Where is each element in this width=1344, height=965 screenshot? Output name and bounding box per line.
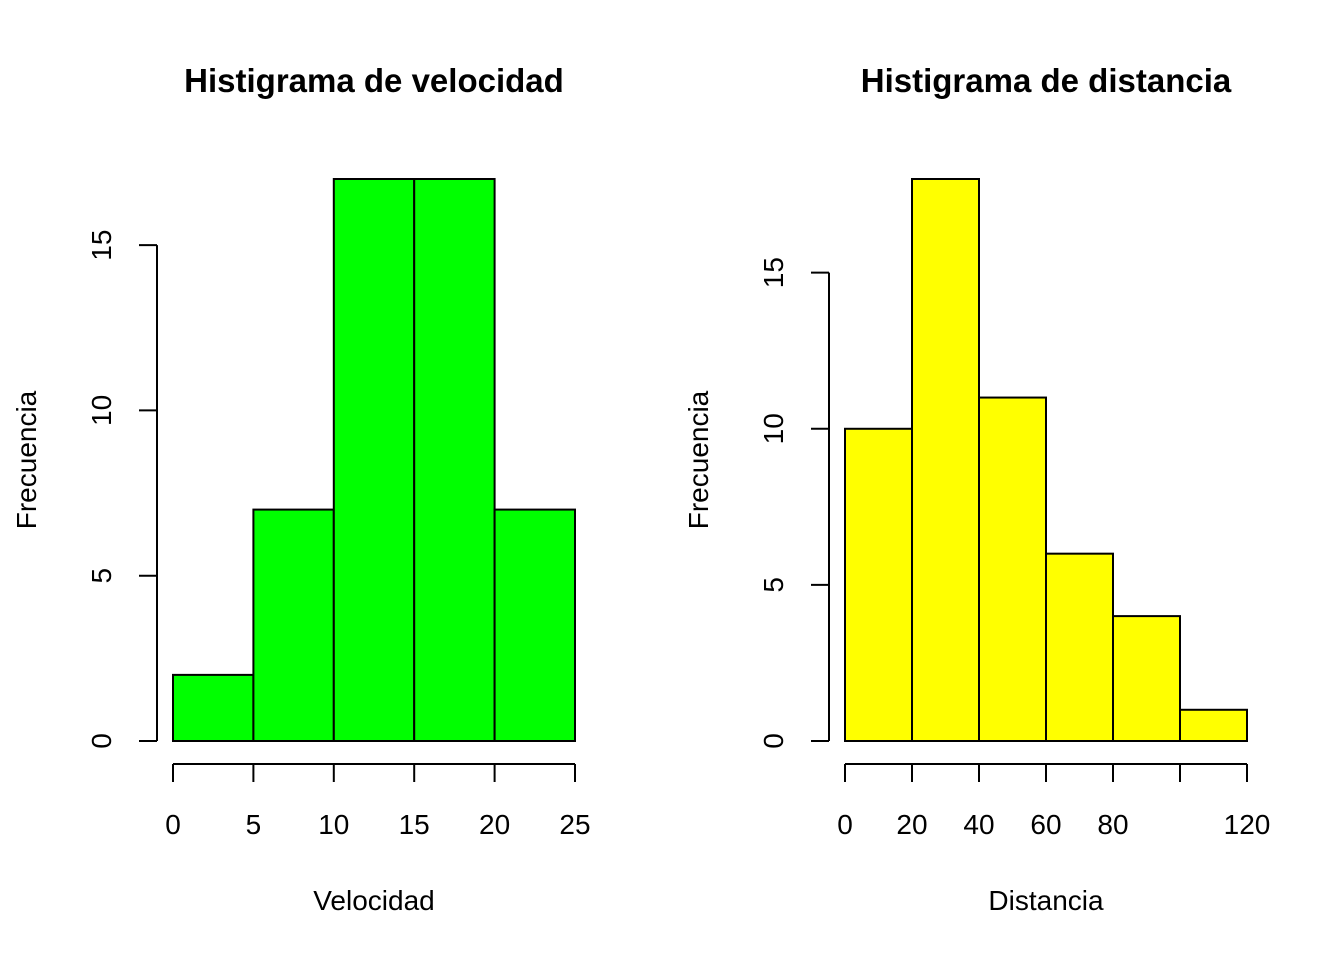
panel-velocidad: Histigrama de velocidad Velocidad Frecue… [11, 62, 591, 916]
histogram-bar [1179, 708, 1248, 742]
chart-title: Histigrama de velocidad [184, 62, 564, 99]
histogram-bar [493, 508, 577, 742]
x-tick-label: 80 [1097, 809, 1128, 840]
histogram-bar [1045, 552, 1114, 743]
x-tick-label: 20 [896, 809, 927, 840]
histogram-bar [252, 508, 335, 742]
x-tick-label: 10 [318, 809, 349, 840]
x-tick-label: 40 [963, 809, 994, 840]
y-axis-label: Frecuencia [11, 390, 42, 529]
x-tick-label: 20 [479, 809, 510, 840]
x-tick-label: 5 [246, 809, 262, 840]
y-axis: 0 5 10 15 [86, 230, 158, 749]
x-tick-label: 25 [559, 809, 590, 840]
chart-title: Histigrama de distancia [861, 62, 1232, 99]
histogram-bar [332, 178, 416, 742]
panel-distancia: Histigrama de distancia Distancia Frecue… [683, 62, 1270, 916]
y-tick-label: 0 [86, 733, 117, 749]
x-tick-label: 120 [1224, 809, 1271, 840]
y-axis: 0 5 10 15 [758, 257, 830, 749]
x-axis-label: Velocidad [313, 885, 434, 916]
bars [172, 178, 577, 742]
histogram-bar [911, 178, 980, 742]
histogram-bar [172, 673, 255, 742]
x-tick-label: 0 [165, 809, 181, 840]
x-axis: 0 5 10 15 20 25 [165, 763, 591, 840]
y-tick-label: 5 [86, 568, 117, 584]
y-tick-label: 10 [758, 413, 789, 444]
y-tick-label: 10 [86, 395, 117, 426]
y-tick-label: 5 [758, 577, 789, 593]
x-axis-label: Distancia [988, 885, 1104, 916]
histogram-bar [978, 396, 1047, 742]
x-axis: 0 20 40 60 80 120 [837, 763, 1271, 840]
y-tick-label: 15 [758, 257, 789, 288]
y-tick-label: 0 [758, 733, 789, 749]
y-tick-label: 15 [86, 230, 117, 261]
y-axis-label: Frecuencia [683, 390, 714, 529]
x-tick-label: 0 [837, 809, 853, 840]
histogram-bar [1112, 615, 1181, 742]
histogram-bar [844, 427, 913, 742]
x-tick-label: 15 [399, 809, 430, 840]
histogram-bar [413, 178, 496, 742]
bars [844, 178, 1248, 743]
x-tick-label: 60 [1030, 809, 1061, 840]
